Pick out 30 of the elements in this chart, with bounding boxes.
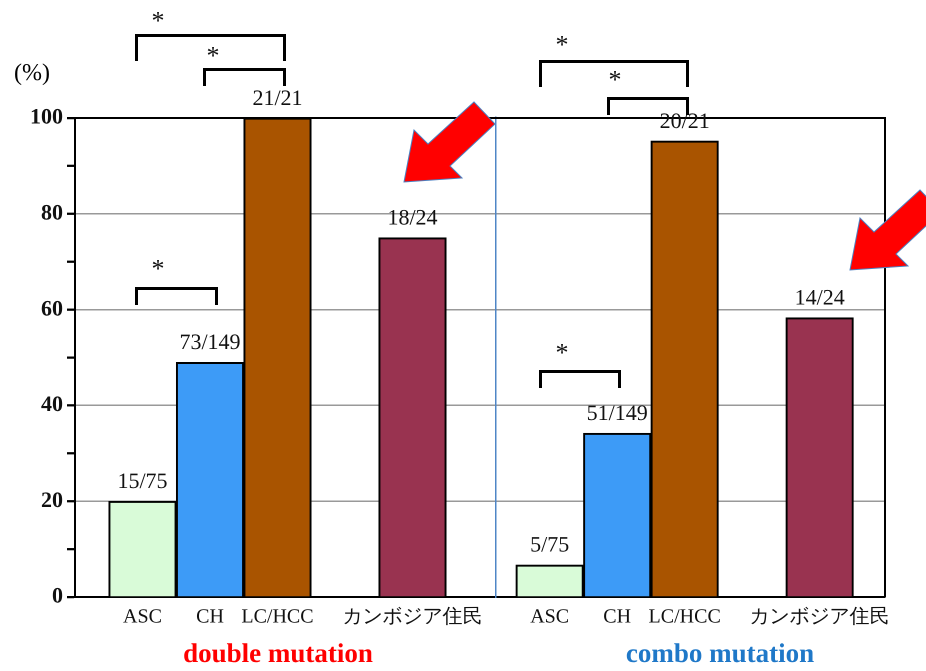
data-label: 15/75 xyxy=(117,468,168,493)
data-label: 73/149 xyxy=(179,329,241,354)
text: double mutation xyxy=(183,638,373,669)
text: combo mutation xyxy=(626,638,814,669)
data-label: 21/21 xyxy=(252,84,303,110)
annotation: * xyxy=(556,338,568,368)
x-tick-label: ASC xyxy=(123,605,162,628)
x-tick-label: ASC xyxy=(530,605,570,628)
y-tick-label: 60 xyxy=(41,295,63,320)
x-tick-label: カンボジア住民 xyxy=(750,605,890,628)
x-tick-label: CH xyxy=(603,605,632,628)
text: * xyxy=(206,41,220,71)
y-tick-label: 100 xyxy=(30,104,63,129)
data-label: 51/149 xyxy=(586,400,648,425)
text: * xyxy=(608,65,622,95)
y-tick-label: 40 xyxy=(41,391,63,416)
y-tick-label: 20 xyxy=(41,486,63,512)
data-label: 5/75 xyxy=(530,532,570,557)
x-tick-label: CH xyxy=(196,605,224,628)
text: * xyxy=(152,6,164,36)
data-label: 14/24 xyxy=(794,284,845,310)
annotation: * xyxy=(152,254,164,284)
y-tick-label: 80 xyxy=(41,199,63,224)
x-tick-label: LC/HCC xyxy=(241,605,314,628)
x-tick-label: LC/HCC xyxy=(648,605,721,628)
y-axis-title: (%) xyxy=(14,60,50,87)
data-label: 18/24 xyxy=(387,204,438,230)
x-tick-label: カンボジア住民 xyxy=(342,605,482,628)
text: * xyxy=(556,30,568,60)
y-tick-label: 0 xyxy=(52,582,63,608)
